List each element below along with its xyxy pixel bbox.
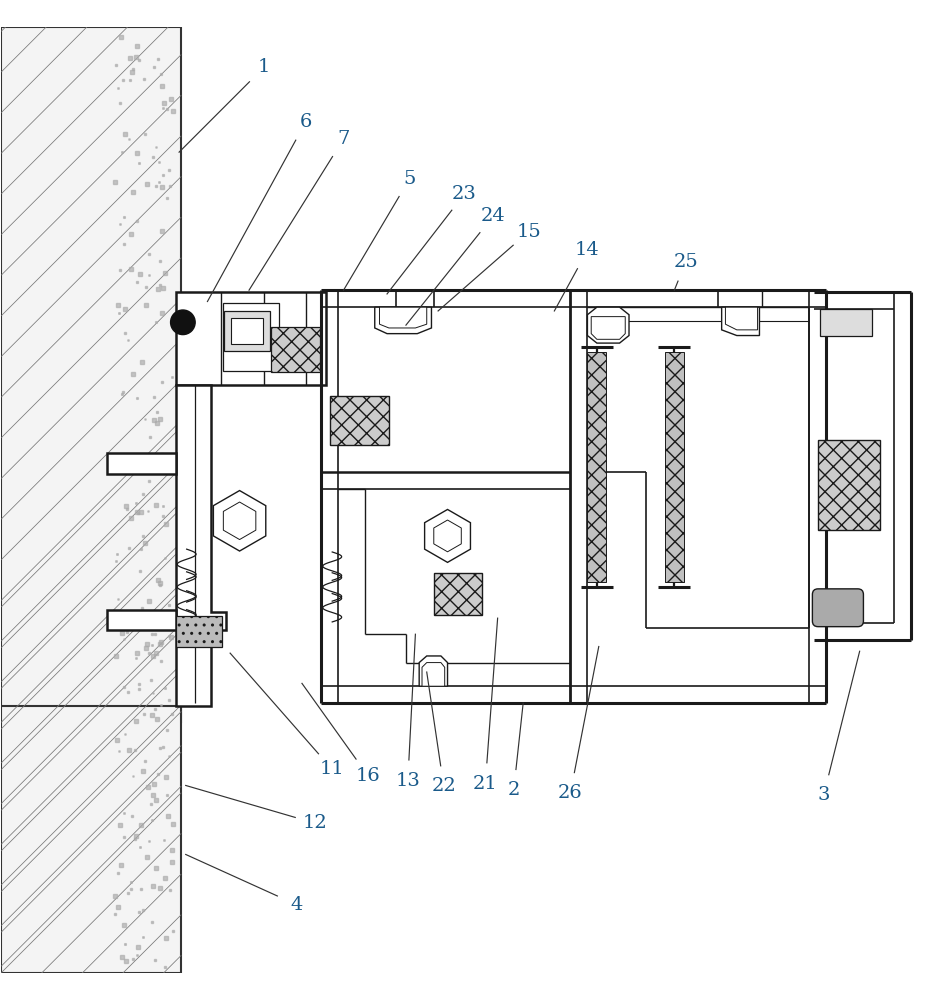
Polygon shape — [725, 307, 757, 330]
Bar — [330, 396, 389, 445]
Text: 6: 6 — [300, 113, 312, 131]
Text: 24: 24 — [481, 207, 505, 225]
Text: 4: 4 — [290, 896, 302, 914]
Text: 26: 26 — [558, 784, 583, 802]
Bar — [818, 440, 880, 530]
Text: 15: 15 — [517, 223, 541, 241]
Polygon shape — [213, 491, 265, 551]
Bar — [107, 610, 176, 630]
Text: 1: 1 — [258, 58, 270, 76]
Polygon shape — [592, 317, 626, 339]
Bar — [176, 616, 222, 647]
Polygon shape — [419, 656, 447, 686]
Polygon shape — [425, 509, 470, 562]
Polygon shape — [721, 307, 759, 336]
Bar — [176, 292, 325, 385]
Polygon shape — [434, 520, 462, 552]
Text: 21: 21 — [473, 775, 498, 793]
Bar — [820, 309, 872, 336]
Bar — [271, 327, 319, 372]
Text: 14: 14 — [575, 241, 600, 259]
Polygon shape — [374, 307, 431, 334]
Text: 13: 13 — [395, 772, 420, 790]
Polygon shape — [1, 706, 181, 973]
Bar — [665, 352, 684, 582]
Text: 25: 25 — [673, 253, 698, 271]
Polygon shape — [1, 27, 181, 722]
Polygon shape — [224, 502, 256, 540]
Text: 23: 23 — [452, 185, 477, 203]
Bar — [107, 453, 176, 474]
Text: 2: 2 — [507, 781, 520, 799]
Bar — [434, 573, 482, 615]
Circle shape — [171, 310, 195, 335]
Text: 11: 11 — [319, 760, 344, 778]
Text: 12: 12 — [302, 814, 328, 832]
Bar — [223, 303, 280, 371]
Bar — [588, 352, 607, 582]
Polygon shape — [422, 663, 445, 686]
Polygon shape — [176, 385, 227, 706]
Text: 3: 3 — [817, 786, 830, 804]
Bar — [225, 311, 270, 351]
Bar — [231, 318, 264, 344]
Text: 22: 22 — [431, 777, 456, 795]
Polygon shape — [588, 307, 629, 343]
Text: 5: 5 — [404, 170, 416, 188]
FancyBboxPatch shape — [812, 589, 864, 627]
Polygon shape — [379, 307, 427, 328]
Text: 16: 16 — [356, 767, 380, 785]
Text: 7: 7 — [337, 130, 350, 148]
